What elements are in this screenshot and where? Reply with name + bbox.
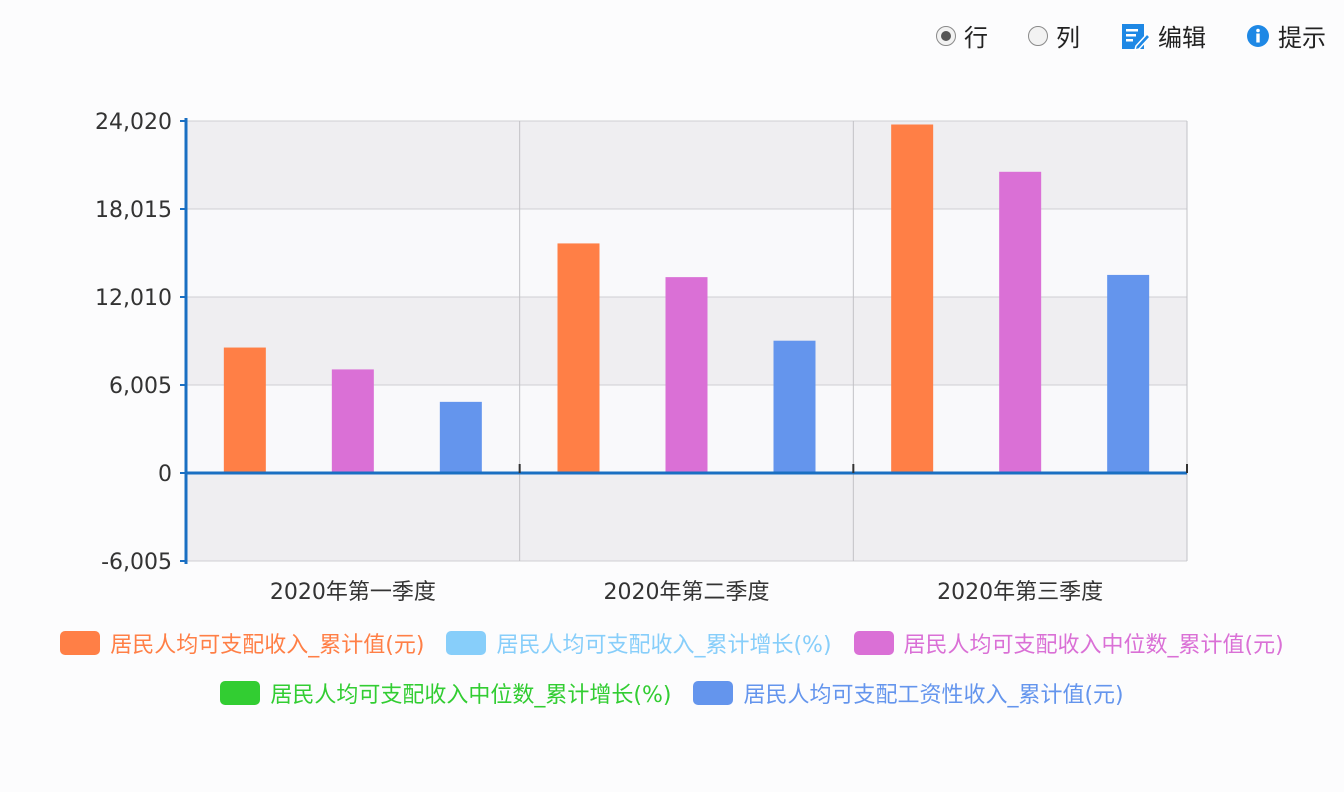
row-label: 行 bbox=[964, 24, 988, 52]
info-icon bbox=[1247, 24, 1269, 47]
column-label: 列 bbox=[1056, 24, 1080, 52]
x-tick-label: 2020年第三季度 bbox=[937, 580, 1103, 605]
legend-swatch bbox=[446, 631, 487, 655]
legend-label: 居民人均可支配收入中位数_累计增长(%) bbox=[270, 683, 672, 708]
legend-item[interactable]: 居民人均可支配工资性收入_累计值(元) bbox=[693, 677, 1124, 709]
bar-2-3 bbox=[999, 171, 1042, 473]
x-tick-label: 2020年第一季度 bbox=[270, 580, 436, 605]
legend-label: 居民人均可支配收入_累计值(元) bbox=[110, 633, 425, 658]
edit-label: 编辑 bbox=[1158, 24, 1206, 52]
tip-button[interactable]: 提示 bbox=[1246, 18, 1326, 53]
row-radio-button[interactable] bbox=[936, 25, 956, 46]
legend-swatch bbox=[853, 631, 894, 655]
legend-swatch bbox=[60, 631, 101, 655]
bar-3-3 bbox=[1107, 274, 1150, 473]
y-tick-label: 24,020 bbox=[95, 110, 172, 135]
legend-swatch bbox=[220, 681, 261, 705]
legend-item[interactable]: 居民人均可支配收入_累计增长(%) bbox=[446, 627, 832, 659]
legend-item[interactable]: 居民人均可支配收入中位数_累计值(元) bbox=[853, 627, 1284, 659]
plot-band bbox=[186, 473, 1187, 561]
bar-2-2 bbox=[665, 277, 708, 473]
chart-toolbar: 行 列 编辑 提示 bbox=[936, 18, 1326, 53]
bar-2-1 bbox=[331, 369, 374, 473]
legend-item[interactable]: 居民人均可支配收入_累计值(元) bbox=[60, 627, 424, 659]
bar-1-3 bbox=[891, 124, 934, 473]
legend-label: 居民人均可支配收入中位数_累计值(元) bbox=[903, 633, 1284, 658]
y-tick-label: 6,005 bbox=[109, 374, 172, 399]
bar-1-2 bbox=[557, 243, 600, 473]
edit-button[interactable]: 编辑 bbox=[1120, 18, 1206, 53]
y-tick-label: 0 bbox=[158, 462, 172, 487]
legend-item[interactable]: 居民人均可支配收入中位数_累计增长(%) bbox=[220, 677, 671, 709]
bar-3-2 bbox=[773, 340, 816, 473]
y-tick-label: 18,015 bbox=[95, 198, 172, 223]
column-radio-button[interactable] bbox=[1028, 25, 1048, 46]
legend-label: 居民人均可支配工资性收入_累计值(元) bbox=[743, 683, 1124, 708]
legend-swatch bbox=[693, 681, 734, 705]
legend-label: 居民人均可支配收入_累计增长(%) bbox=[496, 633, 832, 658]
row-radio-option[interactable]: 行 bbox=[936, 18, 988, 53]
bar-1-1 bbox=[223, 347, 266, 473]
tip-label: 提示 bbox=[1278, 24, 1326, 52]
column-radio-option[interactable]: 列 bbox=[1028, 18, 1080, 53]
x-tick-label: 2020年第二季度 bbox=[604, 580, 770, 605]
y-tick-label: -6,005 bbox=[101, 550, 172, 575]
legend-row: 居民人均可支配收入_累计值(元) 居民人均可支配收入_累计增长(%) 居民人均可支配… bbox=[0, 622, 1344, 664]
bar-3-1 bbox=[439, 401, 482, 473]
edit-icon bbox=[1122, 23, 1150, 51]
bar-chart: 24,020 18,015 12,010 6,005 0 -6,005 2020年第一季度 2… bbox=[95, 110, 1188, 605]
chart-legend: 居民人均可支配收入_累计值(元) 居民人均可支配收入_累计增长(%) 居民人均可支配… bbox=[0, 622, 1344, 722]
legend-row: 居民人均可支配收入中位数_累计增长(%) 居民人均可支配工资性收入_累计值(元) bbox=[0, 672, 1344, 714]
y-tick-label: 12,010 bbox=[95, 286, 172, 311]
